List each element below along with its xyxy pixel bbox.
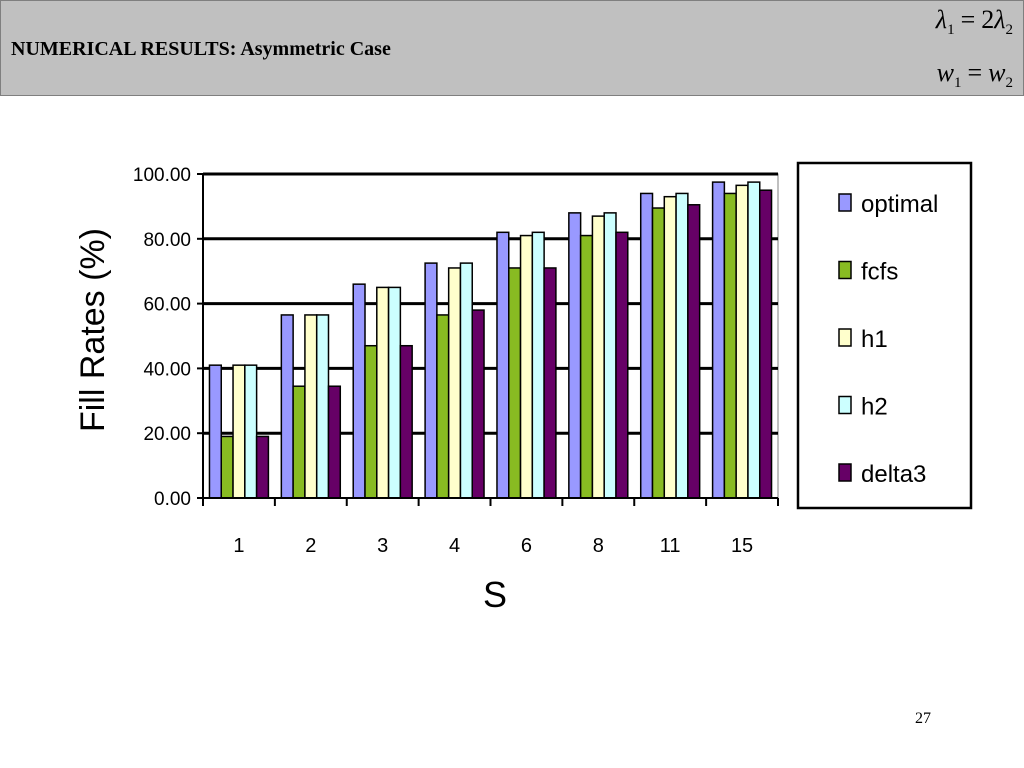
- bar-optimal: [568, 212, 582, 499]
- formula-weight-rhs: w: [988, 58, 1006, 87]
- bar-h1: [304, 314, 318, 499]
- bar-optimal: [496, 231, 510, 499]
- y-tick-label: 20.00: [143, 424, 191, 445]
- formula-weight-lhs-sub: 1: [953, 75, 962, 92]
- bar-fcfs: [292, 385, 306, 499]
- bar-fcfs: [436, 314, 450, 499]
- bar-h2: [531, 231, 545, 499]
- bar-h1: [663, 195, 677, 499]
- legend-box: [796, 161, 973, 510]
- bar-h2: [603, 212, 617, 499]
- bar-h2: [244, 364, 258, 499]
- y-tick-label: 60.00: [143, 295, 191, 316]
- legend-swatch-h2: [838, 395, 852, 415]
- bar-delta3: [687, 204, 701, 499]
- bar-fcfs: [579, 234, 594, 499]
- page-number: 27: [915, 710, 931, 727]
- x-tick-label: 3: [377, 535, 388, 557]
- bar-h2: [459, 262, 473, 499]
- y-axis-label: Fill Rates (%): [74, 228, 112, 432]
- x-tick-label: 6: [521, 535, 532, 557]
- bar-delta3: [399, 344, 413, 499]
- x-tick-label: 1: [233, 535, 244, 557]
- bar-h1: [376, 286, 390, 499]
- bar-delta3: [615, 231, 629, 499]
- formula-lambda-lhs-sub: 1: [947, 22, 955, 39]
- x-axis-label: S: [483, 574, 507, 615]
- formula-lambda-op: =: [960, 5, 976, 34]
- legend-swatch-delta3: [838, 463, 852, 482]
- formula-weight-lhs: w: [936, 58, 954, 87]
- x-tick-label: 8: [593, 535, 604, 557]
- bar-h2: [675, 192, 689, 499]
- x-tick-label: 4: [449, 535, 460, 557]
- bar-fcfs: [220, 435, 234, 499]
- formula-lambda-lhs: λ: [935, 5, 948, 34]
- x-tick-label: 15: [731, 535, 753, 557]
- formula-lambda-rhs-sub: 2: [1005, 22, 1014, 39]
- formula-lambda-coef: 2: [981, 5, 995, 34]
- legend-label-h1: h1: [861, 326, 888, 353]
- y-tick-label: 80.00: [143, 230, 191, 251]
- bar-optimal: [280, 314, 294, 499]
- bar-h1: [519, 234, 534, 499]
- bar-h2: [387, 286, 402, 499]
- formula-weight-op: =: [967, 58, 983, 87]
- formula-weight-rhs-sub: 2: [1005, 75, 1014, 92]
- legend-swatch-h1: [838, 328, 852, 347]
- x-tick-label: 2: [305, 535, 316, 557]
- y-tick-label: 100.00: [133, 165, 191, 186]
- legend-label-fcfs: fcfs: [861, 259, 898, 286]
- y-tick-label: 0.00: [154, 489, 191, 510]
- legend-swatch-optimal: [838, 193, 852, 212]
- bar-optimal: [352, 283, 366, 499]
- bar-optimal: [208, 364, 223, 499]
- legend-label-h2: h2: [861, 394, 888, 421]
- slide-header: NUMERICAL RESULTS: Asymmetric Case λ1 = 2λ…: [0, 0, 1024, 96]
- bar-h2: [315, 314, 330, 499]
- formula-lambda-rhs: λ: [994, 5, 1006, 34]
- bar-h1: [447, 267, 462, 499]
- bar-optimal: [711, 181, 726, 499]
- formula-weight: w1 = w2: [937, 58, 1013, 92]
- x-tick-label: 11: [660, 535, 681, 557]
- bar-delta3: [543, 267, 557, 499]
- y-tick-label: 40.00: [143, 359, 191, 380]
- bar-optimal: [424, 262, 438, 499]
- formula-lambda: λ1 = 2λ2: [936, 5, 1013, 39]
- bar-fcfs: [364, 344, 378, 499]
- slide-title: NUMERICAL RESULTS: Asymmetric Case: [11, 38, 391, 60]
- bar-fcfs: [723, 192, 737, 499]
- bar-h1: [232, 364, 246, 499]
- bar-fcfs: [651, 207, 666, 499]
- bar-delta3: [758, 189, 773, 499]
- bar-fcfs: [508, 267, 522, 499]
- bar-h1: [735, 184, 749, 499]
- bar-h2: [747, 181, 761, 499]
- bar-delta3: [255, 435, 270, 499]
- legend-label-optimal: optimal: [861, 191, 938, 218]
- bar-h1: [591, 215, 605, 499]
- bar-optimal: [639, 192, 654, 499]
- legend-swatch-fcfs: [838, 260, 852, 280]
- bar-delta3: [471, 309, 485, 499]
- bar-delta3: [327, 385, 342, 499]
- legend-label-delta3: delta3: [861, 461, 926, 488]
